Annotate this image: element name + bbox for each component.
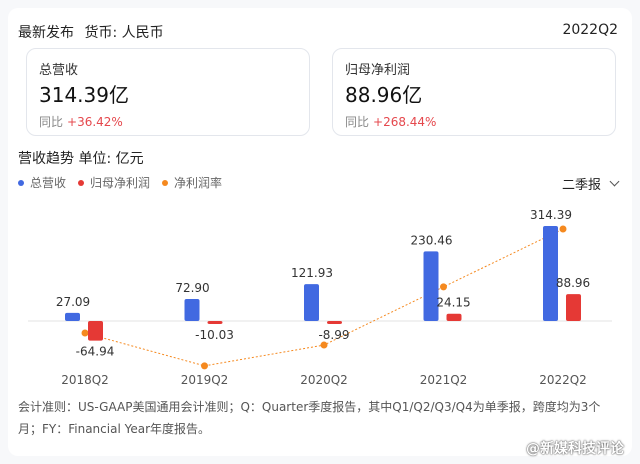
net-profit-bar (207, 321, 223, 325)
legend-item-margin[interactable]: 净利润率 (162, 174, 222, 191)
net-profit-data-label: -8.99 (318, 328, 349, 342)
revenue-data-label: 230.46 (411, 233, 453, 247)
net-profit-data-label: -64.94 (76, 345, 115, 359)
margin-point (201, 362, 208, 370)
net-profit-bar (446, 313, 462, 321)
x-tick-label: 2019Q2 (181, 373, 229, 387)
margin-point (320, 341, 328, 349)
revenue-data-label: 27.09 (56, 295, 90, 309)
legend-item-revenue[interactable]: 总营收 (18, 174, 66, 191)
release-label: 最新发布 (18, 25, 74, 41)
net-profit-bar (566, 294, 581, 321)
revenue-bar (304, 284, 319, 321)
metric-card-net-profit[interactable]: 归母净利润 88.96亿 同比 +268.44% (332, 48, 616, 136)
yoy-value: +268.44% (373, 115, 437, 129)
legend-label: 总营收 (30, 176, 67, 190)
currency-label: 货币: 人民币 (84, 25, 164, 41)
period-dropdown-label: 二季报 (561, 178, 601, 193)
x-tick-label: 2021Q2 (420, 373, 468, 387)
x-tick-label: 2018Q2 (61, 373, 109, 387)
yoy-label: 同比 (39, 115, 64, 129)
margin-point (81, 329, 89, 337)
legend-label: 归母净利润 (90, 176, 151, 190)
chart-legend: 总营收 归母净利润 净利润率 (18, 174, 222, 191)
x-tick-label: 2020Q2 (300, 373, 348, 387)
report-period: 2022Q2 (562, 22, 618, 38)
metric-yoy: 同比 +268.44% (345, 113, 436, 130)
revenue-data-label: 121.93 (291, 266, 333, 280)
legend-dot (78, 179, 85, 186)
net-profit-data-label: -10.03 (195, 328, 234, 342)
section-title: 营收趋势 单位: 亿元 (18, 151, 144, 167)
net-profit-bar (327, 321, 342, 324)
legend-dot (18, 179, 24, 186)
net-profit-data-label: 24.15 (436, 296, 470, 310)
x-tick-label: 2022Q2 (539, 373, 587, 387)
yoy-value: +36.42% (67, 115, 123, 129)
metric-yoy: 同比 +36.42% (39, 113, 123, 130)
period-dropdown[interactable]: 二季报 (561, 174, 620, 193)
legend-label: 净利润率 (174, 176, 223, 190)
revenue-bar (184, 298, 200, 321)
yoy-label: 同比 (345, 115, 370, 129)
header-info: 最新发布 货币: 人民币 (18, 22, 170, 42)
watermark: @新媒科技评论 (526, 441, 624, 457)
margin-point (440, 283, 447, 291)
revenue-data-label: 314.39 (530, 208, 572, 222)
revenue-data-label: 72.90 (175, 281, 209, 295)
metric-value: 314.39亿 (39, 83, 129, 107)
margin-point (559, 225, 567, 233)
revenue-bar (423, 251, 439, 321)
legend-dot (162, 179, 169, 186)
metric-label: 总营收 (39, 63, 79, 78)
legend-item-net-profit[interactable]: 归母净利润 (78, 174, 150, 191)
metric-label: 归母净利润 (345, 63, 411, 78)
revenue-bar (543, 226, 558, 321)
metric-value: 88.96亿 (345, 83, 423, 107)
net-profit-bar (88, 321, 103, 341)
footnote: 会计准则：US-GAAP美国通用会计准则；Q：Quarter季度报告，其中Q1/… (18, 400, 601, 436)
net-profit-data-label: 88.96 (556, 276, 590, 290)
revenue-bar (65, 312, 80, 321)
metric-card-revenue[interactable]: 总营收 314.39亿 同比 +36.42% (26, 48, 310, 136)
